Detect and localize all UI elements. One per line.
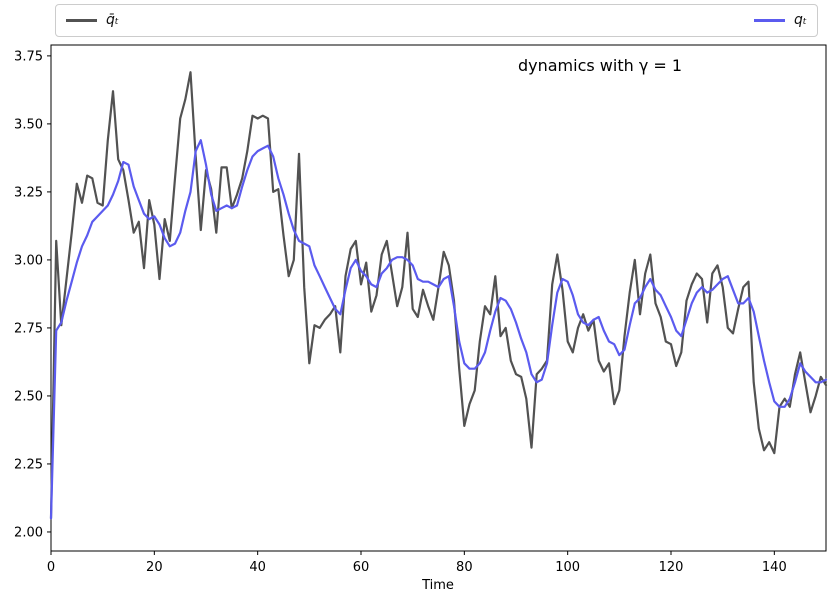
svg-text:120: 120	[659, 560, 684, 575]
svg-text:3.25: 3.25	[14, 185, 43, 200]
svg-text:3.00: 3.00	[14, 253, 43, 268]
svg-text:3.75: 3.75	[14, 49, 43, 64]
legend-line-swatch-gray	[66, 19, 97, 22]
legend: q̄ₜ qₜ	[55, 4, 818, 37]
svg-text:3.50: 3.50	[14, 117, 43, 132]
legend-line-swatch-blue	[753, 19, 785, 22]
legend-label-q: qₜ	[793, 11, 807, 28]
series-line-q	[49, 139, 828, 520]
svg-text:40: 40	[249, 560, 266, 575]
legend-label-qbar: q̄ₜ	[106, 11, 120, 28]
axes-spines	[50, 44, 827, 552]
svg-text:2.00: 2.00	[14, 525, 43, 540]
svg-text:80: 80	[456, 560, 473, 575]
legend-entry-qbar: q̄ₜ	[66, 13, 119, 29]
svg-text:20: 20	[146, 560, 163, 575]
svg-text:2.75: 2.75	[14, 321, 43, 336]
legend-entry-q: qₜ	[753, 11, 807, 29]
svg-text:140: 140	[762, 560, 787, 575]
svg-text:100: 100	[555, 560, 580, 575]
svg-text:2.25: 2.25	[14, 457, 43, 472]
x-axis-label: Time	[422, 578, 454, 593]
series-line-qbar	[49, 71, 828, 520]
in-plot-title: dynamics with γ = 1	[517, 56, 683, 75]
svg-text:0: 0	[47, 560, 55, 575]
y-axis-ticks: 2.00 2.25 2.50 2.75 3.00 3.25 3.50 3.75	[14, 49, 51, 540]
svg-text:2.50: 2.50	[14, 389, 43, 404]
x-axis-ticks: 0 20 40 60 80 100 120 140	[47, 551, 787, 575]
svg-text:60: 60	[353, 560, 370, 575]
